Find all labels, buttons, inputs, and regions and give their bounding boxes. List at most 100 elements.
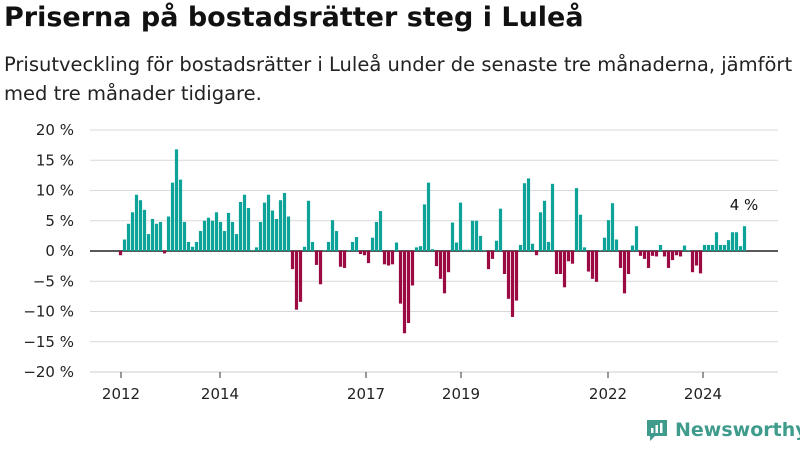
bar-negative: [678, 251, 683, 257]
bar-positive: [462, 249, 467, 251]
bar-negative: [594, 251, 599, 282]
bar-positive: [170, 182, 175, 251]
bar-positive: [214, 212, 219, 251]
bar-positive: [242, 194, 247, 252]
bar-positive: [378, 211, 383, 251]
bar-positive: [582, 247, 587, 251]
bar-positive: [478, 235, 483, 252]
bar-negative: [618, 251, 623, 268]
bar-negative: [534, 251, 539, 256]
bar-negative: [690, 251, 695, 273]
bar-positive: [726, 240, 731, 251]
bar-positive: [346, 250, 351, 251]
bar-negative: [490, 251, 495, 259]
bar-negative: [358, 251, 363, 255]
bar-positive: [230, 221, 235, 251]
bar-negative: [314, 251, 319, 265]
bar-positive: [482, 250, 487, 251]
bar-positive: [422, 204, 427, 251]
bar-negative: [662, 251, 667, 257]
bar-positive: [254, 247, 259, 251]
bar-positive: [194, 241, 199, 251]
bar-positive: [226, 212, 231, 251]
bar-positive: [546, 241, 551, 251]
bar-positive: [306, 200, 311, 251]
bar-positive: [130, 212, 135, 251]
bar-positive: [542, 200, 547, 251]
bar-negative: [382, 251, 387, 265]
x-tick-label: 2019: [442, 385, 480, 403]
bar-negative: [650, 251, 655, 256]
bar-positive: [122, 239, 127, 251]
bar-negative: [638, 251, 643, 256]
bar-negative: [694, 251, 699, 266]
bar-positive: [310, 241, 315, 251]
bar-positive: [454, 242, 459, 251]
x-tick-label: 2012: [102, 385, 140, 403]
x-tick-label: 2022: [589, 385, 627, 403]
bar-negative: [398, 251, 403, 304]
bar-negative: [342, 251, 347, 268]
x-tick-label: 2014: [201, 385, 239, 403]
bar-positive: [418, 246, 423, 251]
bar-negative: [558, 251, 563, 274]
bar-negative: [386, 251, 391, 266]
bar-positive: [282, 192, 287, 251]
bar-positive: [286, 216, 291, 251]
bar-positive: [610, 203, 615, 251]
bar-negative: [366, 251, 371, 264]
bar-positive: [158, 221, 163, 251]
bar-negative: [590, 251, 595, 279]
bar-positive: [142, 209, 147, 251]
bar-positive: [414, 247, 419, 251]
bar-negative: [622, 251, 627, 294]
bar-positive: [150, 218, 155, 251]
y-tick-label: 5 %: [45, 212, 74, 230]
bar-negative: [626, 251, 631, 274]
x-axis: 2012 2014 2017 2019 2022 2024: [90, 371, 778, 403]
bar-positive: [222, 231, 227, 251]
bar-negative: [570, 251, 575, 264]
bar-positive: [250, 250, 255, 251]
bar-positive: [138, 200, 143, 251]
bar-positive: [494, 240, 499, 252]
chart-title: Priserna på bostadsrätter steg i Luleå: [4, 2, 584, 33]
bar-negative: [402, 251, 407, 334]
bar-positive: [538, 212, 543, 251]
bar-positive: [330, 220, 335, 251]
bar-negative: [446, 251, 451, 273]
chart-annotation: 4 %: [730, 196, 759, 214]
y-axis-tick-labels: 20 % 15 % 10 % 5 % 0 % −5 % −10 % −15 % −20 %: [23, 121, 74, 381]
bar-positive: [466, 249, 471, 251]
bar-negative: [410, 251, 415, 286]
bar-negative: [586, 251, 591, 272]
bar-negative: [390, 251, 395, 265]
bar-negative: [290, 251, 295, 270]
bar-positive: [394, 242, 399, 251]
x-tick-label: 2017: [347, 385, 385, 403]
bar-positive: [578, 214, 583, 251]
bar-positive: [718, 244, 723, 251]
bar-positive: [470, 220, 475, 251]
bar-positive: [206, 217, 211, 251]
bar-positive: [658, 244, 663, 251]
bar-positive: [630, 245, 635, 252]
bar-positive: [634, 226, 639, 251]
bar-positive: [686, 250, 691, 251]
bar-negative: [486, 251, 491, 270]
bar-negative: [666, 251, 671, 268]
bar-negative: [566, 251, 571, 262]
bar-negative: [514, 251, 519, 301]
bar-positive: [234, 234, 239, 251]
bar-positive: [278, 200, 283, 251]
bar-positive: [606, 220, 611, 251]
bar-positive: [474, 220, 479, 251]
bar-positive: [598, 250, 603, 251]
bar-positive: [186, 241, 191, 251]
bar-positive: [458, 202, 463, 251]
newsworthy-logo: Newsworthy: [645, 418, 800, 442]
bar-positive: [738, 246, 743, 251]
bar-positive: [602, 237, 607, 251]
bar-positive: [246, 208, 251, 251]
bar-negative: [362, 251, 367, 256]
